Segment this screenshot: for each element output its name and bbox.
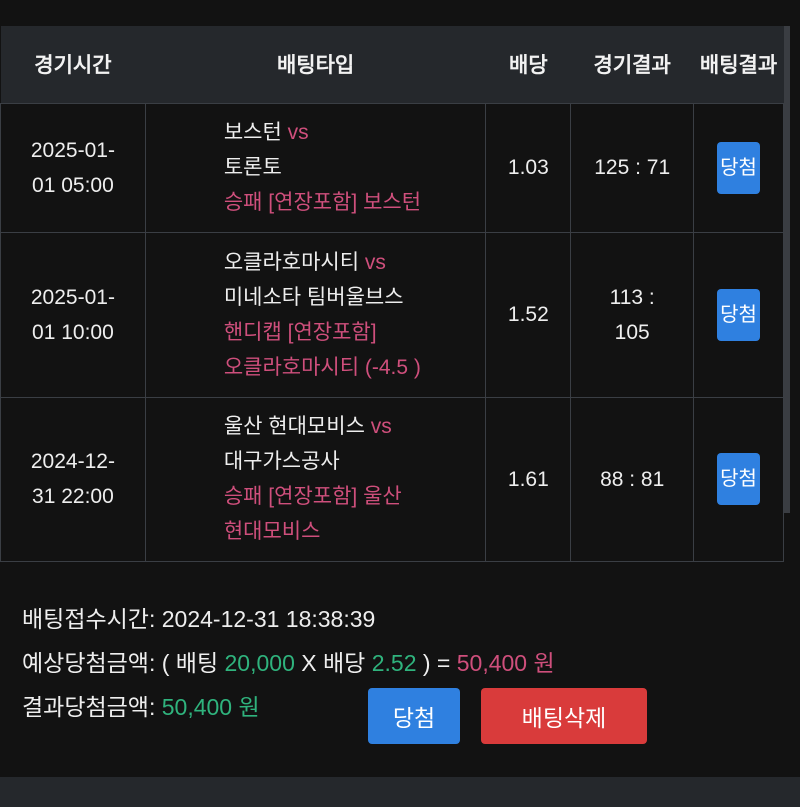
header-bet-type: 배팅타입 <box>145 26 486 103</box>
home-team: 오클라호마시티 <box>223 250 360 274</box>
bet-table: 경기시간 배팅타입 배당 경기결과 배팅결과 2025-01- 01 05:00 … <box>0 26 784 562</box>
win-badge: 당첨 <box>717 141 760 194</box>
delete-bet-button[interactable]: 배팅삭제 <box>481 688 647 744</box>
away-team: 대구가스공사 <box>223 450 340 473</box>
time-value: 2024-12-31 18:38:39 <box>161 606 376 632</box>
odds: 1.61 <box>485 396 572 562</box>
home-team: 보스턴 <box>223 121 282 144</box>
game-time: 2025-01- 01 05:00 <box>0 102 146 233</box>
game-date: 2024-12- <box>30 450 115 473</box>
score: 125 : 71 <box>594 156 671 179</box>
away-team: 미네소타 팀버울브스 <box>223 285 404 309</box>
odds: 1.52 <box>485 231 572 398</box>
bet-result: 당첨 <box>693 102 784 233</box>
header-bet-result: 배팅결과 <box>693 26 784 103</box>
next-table-header <box>0 777 800 807</box>
bet-selection: 핸디캡 [연장포함] <box>223 320 377 344</box>
score-cont: 105 <box>614 320 650 344</box>
header-game-time: 경기시간 <box>0 26 146 103</box>
game-score: 125 : 71 <box>570 102 695 233</box>
odds-label: X 배당 <box>301 650 366 676</box>
result-value: 50,400 원 <box>161 694 260 720</box>
stake-value: 20,000 <box>224 650 295 676</box>
table-row: 2025-01- 01 05:00 보스턴 vs 토론토 승패 [연장포함] 보스턴 … <box>0 102 784 233</box>
bet-selection-cont: 현대모비스 <box>223 520 321 543</box>
win-badge: 당첨 <box>717 453 760 505</box>
game-time-value: 31 22:00 <box>32 485 114 508</box>
vs-label: vs <box>287 121 309 144</box>
bet-result: 당첨 <box>693 396 784 562</box>
game-score: 88 : 81 <box>570 396 695 562</box>
bet-summary: 배팅접수시간: 2024-12-31 18:38:39 예상당첨금액: ( 배팅… <box>22 597 555 729</box>
game-date: 2025-01- <box>30 285 115 309</box>
win-button[interactable]: 당첨 <box>368 688 460 744</box>
game-time: 2025-01- 01 10:00 <box>0 231 146 398</box>
expected-value: 50,400 원 <box>456 650 555 676</box>
equals: ) = <box>422 650 451 676</box>
game-score: 113 : 105 <box>570 231 695 398</box>
game-time-value: 01 05:00 <box>32 173 114 197</box>
game-time: 2024-12- 31 22:00 <box>0 396 146 562</box>
bet-selection: 승패 [연장포함] 보스턴 <box>223 191 422 214</box>
vs-label: vs <box>364 250 386 274</box>
score: 88 : 81 <box>600 467 665 491</box>
time-label: 배팅접수시간: <box>22 606 156 632</box>
home-team: 울산 현대모비스 <box>223 415 365 438</box>
score: 113 : <box>609 285 655 309</box>
expected-label: 예상당첨금액: <box>22 650 156 676</box>
away-team: 토론토 <box>223 156 282 179</box>
scrollbar[interactable] <box>784 26 790 513</box>
header-odds: 배당 <box>485 26 571 103</box>
bet-result: 당첨 <box>693 231 784 398</box>
result-label: 결과당첨금액: <box>22 694 156 720</box>
bet-selection: 승패 [연장포함] 울산 <box>223 485 402 508</box>
odds-value: 2.52 <box>371 650 417 676</box>
odds: 1.03 <box>485 102 572 233</box>
bet-selection-cont: 오클라호마시티 (-4.5 ) <box>223 355 421 379</box>
header-game-result: 경기결과 <box>570 26 694 103</box>
game-date: 2025-01- <box>30 138 115 162</box>
game-time-value: 01 10:00 <box>32 320 114 344</box>
win-badge: 당첨 <box>717 288 760 341</box>
stake-label: ( 배팅 <box>161 650 219 676</box>
vs-label: vs <box>370 415 392 438</box>
table-header: 경기시간 배팅타입 배당 경기결과 배팅결과 <box>0 26 784 103</box>
